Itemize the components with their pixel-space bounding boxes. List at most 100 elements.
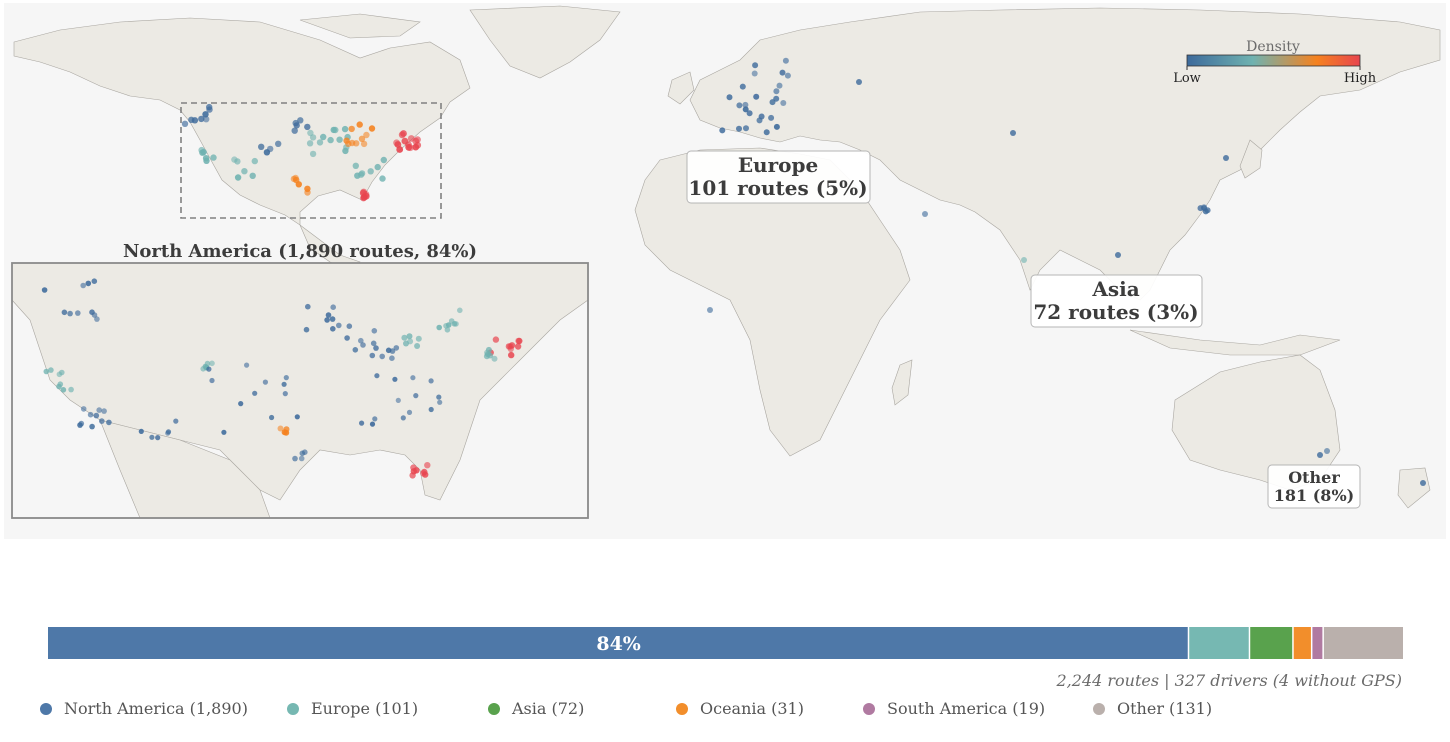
north-america-title: North America (1,890 routes, 84%): [123, 241, 477, 262]
route-point: [363, 131, 370, 139]
route-point: [410, 464, 417, 471]
route-point: [443, 323, 449, 329]
route-point: [325, 312, 332, 318]
legend-swatch: [287, 702, 299, 715]
bar-segment-asia: [1250, 627, 1293, 659]
route-point: [436, 394, 442, 400]
route-point: [91, 312, 98, 318]
route-point: [739, 83, 746, 90]
route-point: [200, 148, 207, 156]
route-point: [348, 125, 355, 133]
route-point: [380, 156, 387, 164]
route-point: [406, 333, 413, 340]
legend-swatch: [863, 702, 875, 715]
route-point: [283, 375, 289, 381]
world-map: North America (1,890 routes, 84%) Europe…: [11, 5, 1441, 519]
europe-label-line2: 101 routes (5%): [688, 176, 867, 200]
route-point: [341, 125, 349, 133]
route-point: [508, 351, 515, 359]
route-point: [344, 335, 350, 341]
north-america-selection-box: [180, 102, 442, 219]
route-point: [410, 375, 416, 381]
route-point: [251, 157, 258, 165]
route-point: [369, 352, 376, 359]
route-point: [56, 371, 63, 378]
route-point: [67, 310, 73, 317]
legend-item-europe: Europe (101): [287, 699, 418, 718]
route-point: [752, 62, 759, 69]
route-point: [75, 310, 81, 316]
route-point: [336, 136, 343, 143]
route-point: [91, 278, 98, 285]
route-point: [367, 168, 374, 175]
route-point: [304, 189, 311, 196]
route-point: [514, 343, 522, 350]
route-point: [294, 414, 300, 420]
route-point: [295, 181, 302, 188]
route-point: [309, 150, 317, 158]
legend: North America (1,890) Europe (101) Asia …: [40, 699, 1420, 723]
route-point: [93, 412, 100, 419]
bar-segment-north-america: [48, 627, 1188, 659]
inset-frame: [11, 262, 589, 519]
route-point: [327, 136, 334, 144]
route-point: [283, 426, 290, 433]
route-point: [371, 328, 378, 334]
route-point: [138, 428, 144, 434]
region-share-panel: 84% 2,244 routes | 327 drivers (4 withou…: [0, 560, 1450, 742]
route-point: [736, 102, 743, 109]
route-point: [743, 125, 749, 132]
route-point: [780, 100, 787, 106]
bar-segment-other: [1323, 627, 1403, 659]
legend-label: North America (1,890): [64, 699, 248, 718]
north-america-inset: [11, 262, 589, 519]
route-point: [372, 416, 378, 422]
route-point: [492, 336, 500, 343]
route-point: [356, 121, 363, 128]
legend-item-other: Other (131): [1093, 699, 1212, 718]
route-point: [155, 435, 161, 441]
route-point: [763, 129, 770, 136]
bar-segment-europe: [1189, 627, 1249, 659]
route-point: [209, 360, 215, 367]
route-point: [202, 155, 210, 162]
route-point: [753, 93, 760, 100]
route-point: [234, 158, 241, 165]
route-point: [413, 393, 419, 399]
eurasia-land: [689, 7, 1441, 301]
route-point: [57, 381, 64, 388]
route-point: [330, 304, 337, 311]
route-points: [41, 57, 1426, 486]
new-zealand-land: [1397, 467, 1431, 509]
route-point: [307, 129, 314, 137]
route-point: [415, 335, 422, 342]
route-point: [370, 340, 377, 347]
route-point: [303, 326, 310, 333]
route-point: [165, 430, 171, 436]
route-point: [1010, 130, 1016, 136]
route-point: [346, 323, 353, 330]
legend-item-south-america: South America (19): [863, 699, 1045, 718]
legend-swatch: [1093, 702, 1105, 715]
route-point: [428, 406, 434, 413]
route-point: [779, 69, 786, 76]
route-point: [359, 420, 365, 426]
route-point: [389, 355, 395, 362]
route-point: [206, 103, 213, 111]
route-point: [776, 82, 783, 89]
route-point: [329, 316, 336, 322]
route-point: [401, 334, 408, 341]
route-point: [262, 379, 268, 385]
route-point: [406, 409, 413, 415]
route-point: [1317, 452, 1323, 458]
density-colorbar: Density Low High: [1173, 39, 1377, 86]
route-point: [1197, 205, 1204, 212]
route-point: [94, 316, 100, 322]
route-point: [736, 125, 742, 132]
route-point: [505, 343, 513, 350]
inset-us-land: [12, 263, 588, 501]
region-share-bar: 84%: [48, 627, 1403, 659]
colorbar-title: Density: [1246, 39, 1300, 55]
route-point: [209, 377, 215, 384]
route-point: [324, 317, 330, 323]
